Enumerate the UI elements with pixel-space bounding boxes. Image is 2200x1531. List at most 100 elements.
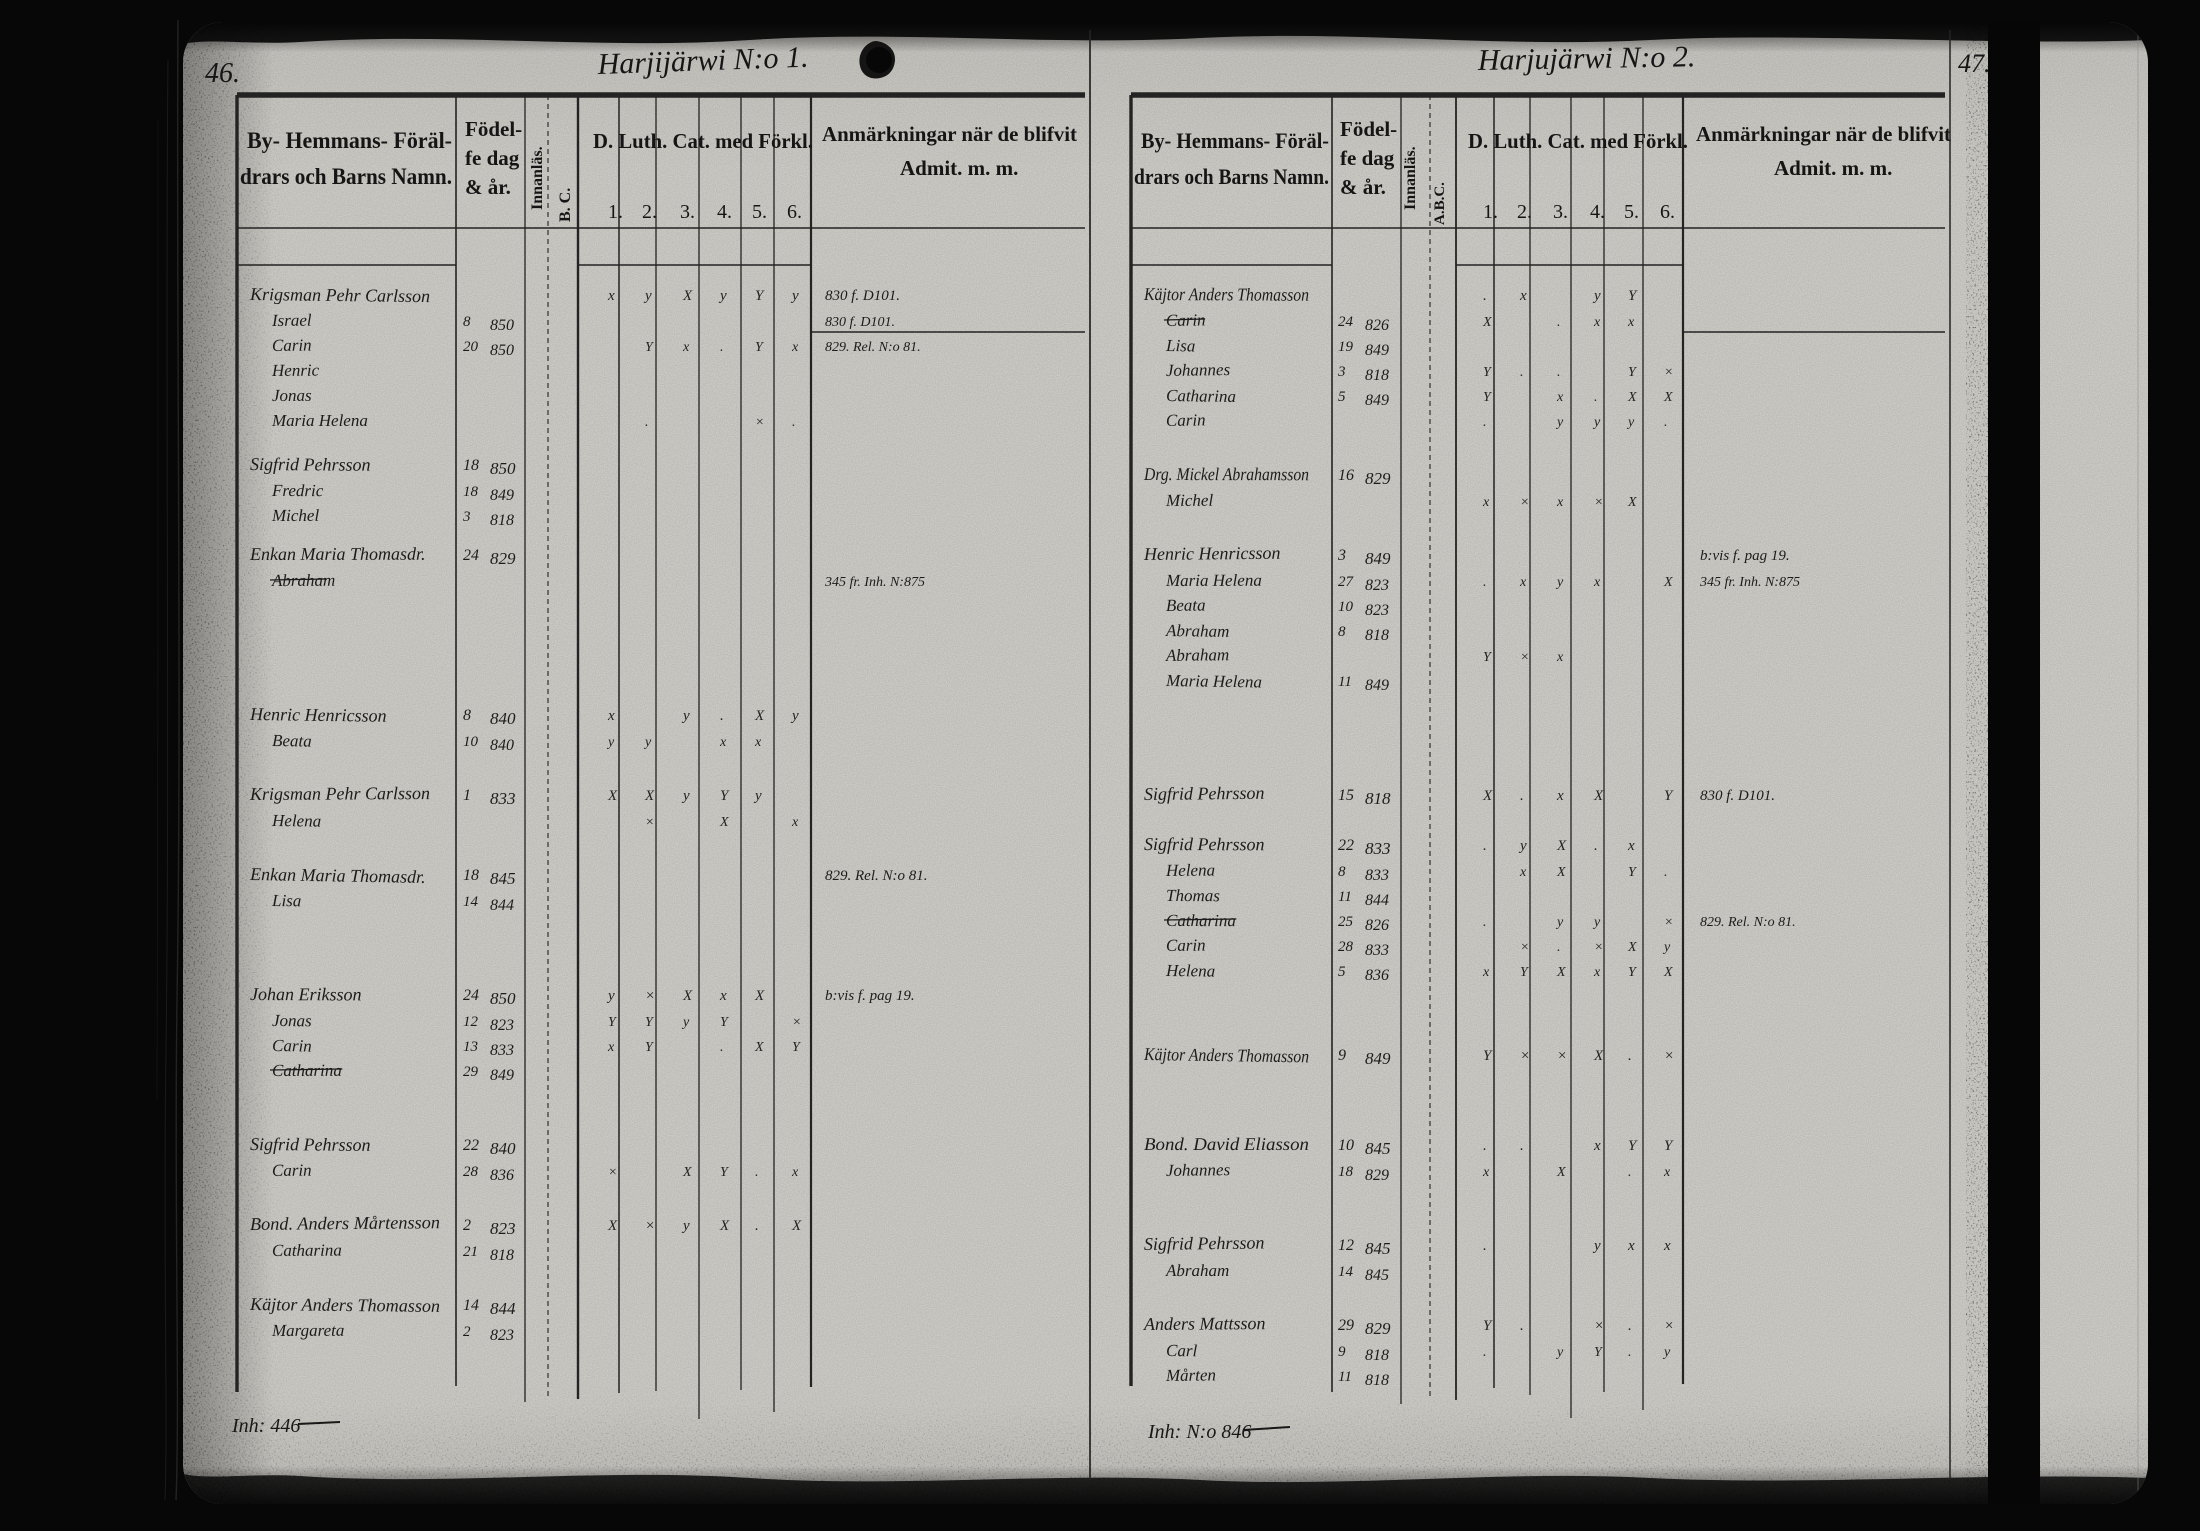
svg-text:X: X [1556,965,1566,980]
svg-text:y: y [643,288,652,304]
svg-text:x: x [791,1165,799,1180]
svg-text:.: . [1557,315,1561,330]
svg-text:27: 27 [1338,574,1355,590]
svg-text:X: X [1663,390,1673,405]
svg-text:8: 8 [1338,624,1346,640]
svg-text:Bond. Anders Mårtensson: Bond. Anders Mårtensson [250,1212,440,1234]
svg-text:840: 840 [490,737,514,754]
svg-text:829. Rel. N:o 81.: 829. Rel. N:o 81. [825,868,928,884]
svg-text:Abraham: Abraham [1165,621,1230,641]
svg-text:2.: 2. [1517,201,1532,223]
svg-text:y: y [681,1218,690,1234]
svg-text:28: 28 [463,1164,479,1180]
svg-text:.: . [1483,915,1487,930]
svg-text:.: . [755,1218,759,1234]
svg-text:Johannes: Johannes [1166,360,1231,380]
svg-text:20: 20 [463,339,479,355]
svg-text:4.: 4. [717,201,732,223]
svg-text:.: . [1483,288,1487,304]
svg-text:By- Hemmans- Föräl-: By- Hemmans- Föräl- [1141,128,1329,153]
svg-text:829: 829 [1365,1319,1391,1338]
svg-text:×: × [645,988,655,1004]
svg-text:345 fr. Inh. N:875: 345 fr. Inh. N:875 [1699,575,1800,590]
svg-text:24: 24 [463,987,479,1004]
svg-text:833: 833 [1365,942,1389,959]
svg-text:y: y [643,735,652,750]
svg-text:y: y [753,788,762,804]
svg-text:5.: 5. [752,201,767,223]
svg-text:849: 849 [490,487,514,504]
svg-text:3: 3 [1337,364,1346,380]
svg-text:×: × [792,1015,801,1030]
svg-text:X: X [719,1218,730,1234]
svg-text:drars och Barns Namn.: drars och Barns Namn. [1134,164,1329,189]
svg-text:Jonas: Jonas [272,386,312,405]
svg-text:Carin: Carin [1166,410,1206,430]
svg-text:849: 849 [1365,549,1391,568]
svg-text:X: X [607,788,618,804]
svg-text:826: 826 [1365,317,1389,334]
svg-text:X: X [791,1218,802,1234]
svg-text:2.: 2. [642,201,657,223]
svg-text:6.: 6. [1660,201,1675,223]
svg-text:Krigsman Pehr Carlsson: Krigsman Pehr Carlsson [249,783,430,804]
svg-text:×: × [1664,915,1673,930]
svg-text:.: . [1483,838,1487,854]
svg-text:Käjtor Anders Thomasson: Käjtor Anders Thomasson [1143,284,1309,305]
svg-text:845: 845 [1365,1139,1391,1158]
svg-text:818: 818 [1365,367,1389,384]
svg-text:y: y [1518,838,1527,854]
svg-text:11: 11 [1338,1369,1352,1385]
svg-text:x: x [1593,315,1601,330]
svg-text:Maria Helena: Maria Helena [271,411,368,430]
svg-text:X: X [1663,965,1673,980]
svg-text:Sigfrid Pehrsson: Sigfrid Pehrsson [250,1134,371,1155]
svg-text:x: x [1556,495,1564,510]
svg-text:X: X [1482,315,1492,330]
svg-text:823: 823 [1365,602,1389,619]
svg-text:818: 818 [490,1247,514,1264]
svg-text:X: X [719,815,729,830]
svg-text:fe dag: fe dag [1340,146,1395,170]
svg-text:b:vis f. pag 19.: b:vis f. pag 19. [825,988,915,1004]
svg-text:845: 845 [490,869,516,888]
svg-text:X: X [682,988,693,1004]
svg-text:829: 829 [1365,469,1391,488]
svg-text:X: X [1663,575,1673,590]
svg-text:823: 823 [1365,577,1389,594]
svg-text:Catharina: Catharina [1166,911,1236,930]
svg-text:3: 3 [462,509,471,525]
svg-text:Henric Henricsson: Henric Henricsson [1143,543,1281,564]
svg-text:.: . [720,340,724,355]
svg-text:y: y [1592,415,1601,430]
svg-text:849: 849 [1365,1049,1391,1068]
svg-text:14: 14 [463,1297,479,1314]
svg-text:y: y [606,735,615,750]
svg-text:14: 14 [1338,1264,1354,1280]
svg-text:Admit. m. m.: Admit. m. m. [1774,156,1892,180]
svg-text:8: 8 [463,314,471,330]
svg-text:3.: 3. [1553,201,1568,223]
svg-text:Helena: Helena [271,811,321,831]
svg-text:y: y [681,788,690,804]
svg-text:y: y [1662,1345,1671,1360]
svg-text:.: . [1520,788,1524,804]
svg-text:×: × [1594,940,1603,955]
svg-text:2: 2 [463,1217,471,1234]
svg-text:X: X [607,1218,618,1234]
svg-text:16: 16 [1338,467,1354,484]
svg-text:x: x [607,1040,615,1055]
svg-text:Sigfrid Pehrsson: Sigfrid Pehrsson [1144,834,1265,854]
svg-text:Carin: Carin [272,336,312,355]
svg-text:Krigsman Pehr Carlsson: Krigsman Pehr Carlsson [249,284,430,306]
svg-text:22: 22 [1338,837,1354,854]
svg-text:X: X [682,288,693,304]
svg-text:29: 29 [463,1064,479,1080]
svg-text:.: . [1483,1238,1487,1254]
svg-text:10: 10 [1338,1137,1354,1154]
svg-text:y: y [681,1015,690,1030]
svg-text:.: . [1520,1318,1524,1334]
svg-text:X: X [1593,1048,1604,1064]
svg-text:X: X [754,1040,764,1055]
svg-text:X: X [754,988,765,1004]
